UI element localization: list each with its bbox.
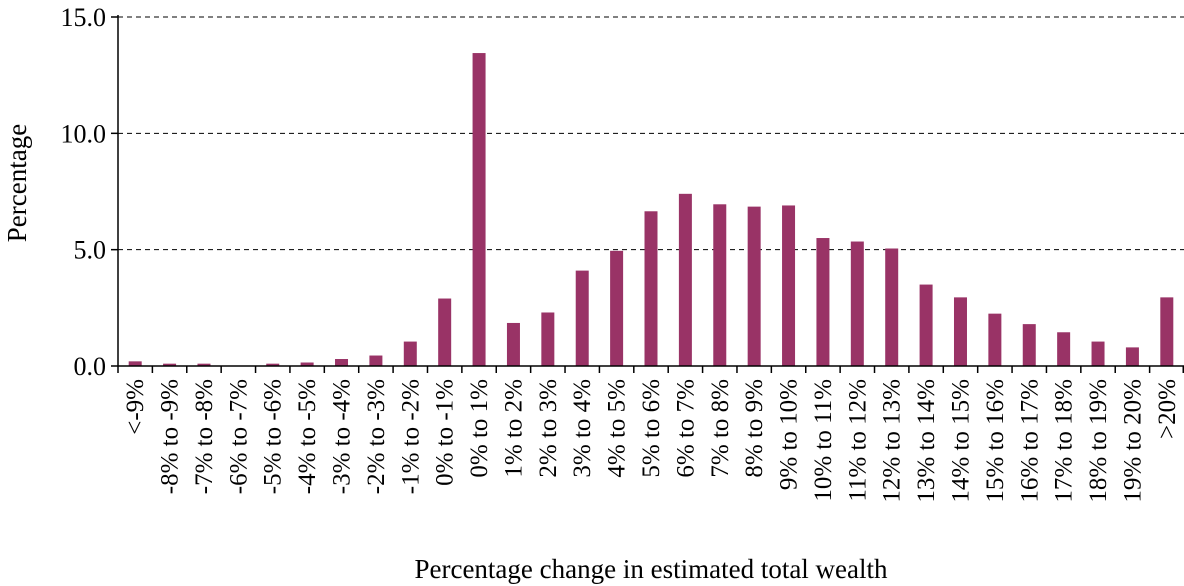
x-tick-label: <-9% [122,379,149,435]
x-tick-label: 2% to 3% [535,379,562,478]
bar [919,284,933,366]
bar [1091,341,1105,366]
x-tick-label: -4% to -5% [294,379,321,494]
x-axis-title: Percentage change in estimated total wea… [414,554,888,584]
x-tick-label: 17% to 18% [1051,379,1078,503]
bar [953,297,967,366]
bar [300,362,314,366]
x-tick-label: 14% to 15% [947,379,974,503]
x-tick-label: 7% to 8% [707,379,734,478]
bar [438,298,452,366]
x-tick-label: 15% to 16% [982,379,1009,503]
x-tick-label: 19% to 20% [1119,379,1146,503]
x-tick-label: 5% to 6% [638,379,665,478]
bar [403,341,417,366]
bar [472,53,486,367]
bar [850,241,864,366]
bar [541,312,555,366]
bar [988,313,1002,366]
bar [644,211,658,366]
bar [678,193,692,366]
bar [575,270,589,366]
x-tick-label: 11% to 12% [844,379,871,502]
x-tick-label: 3% to 4% [569,379,596,478]
x-tick-label: -6% to -7% [225,379,252,494]
y-tick-label: 5.0 [74,236,107,265]
x-tick-label: -7% to -8% [191,379,218,494]
y-axis-title: Percentage [2,124,32,242]
y-tick-label: 10.0 [61,119,107,148]
x-tick-label: 18% to 19% [1085,379,1112,503]
y-tick-labels: 0.0 5.0 10.0 15.0 [61,3,107,381]
bar [163,363,177,366]
x-tick-label: 6% to 7% [672,379,699,478]
bar [1057,332,1071,366]
bar [197,363,211,366]
bar [713,204,727,366]
bar [369,355,383,366]
x-tick-label: 12% to 13% [879,379,906,503]
x-tick-label: -2% to -3% [363,379,390,494]
bar [610,250,624,366]
bar [128,361,142,366]
x-tick-label: 13% to 14% [913,379,940,503]
bar [1160,297,1174,366]
bar [335,359,349,366]
bar [1022,324,1036,366]
x-tick-label: 10% to 11% [810,379,837,502]
x-tick-label: >20% [1154,379,1181,439]
bar [885,248,899,366]
bar [506,322,520,366]
bars [128,53,1174,367]
bar [782,205,796,366]
bar [1125,347,1139,366]
x-tick-label: 1% to 2% [500,379,527,478]
x-tick-label: 9% to 10% [776,379,803,490]
x-tick-label: -3% to -4% [329,379,356,494]
x-tick-label: 16% to 17% [1016,379,1043,503]
x-tick-label: -5% to -6% [260,379,287,494]
x-tick-label: -1% to -2% [397,379,424,494]
bar [816,238,830,366]
bar [266,363,280,366]
x-tick-label: 4% to 5% [604,379,631,478]
x-tick-label: 8% to 9% [741,379,768,478]
x-tick-label: 0% to 1% [466,379,493,478]
x-tick-labels: <-9% -8% to -9% -7% to -8% -6% to -7% -5% to… [122,379,1181,503]
bar [747,206,761,366]
axes [111,15,1184,373]
y-tick-label: 15.0 [61,3,107,32]
x-tick-label: 0% to -1% [432,379,459,486]
y-tick-label: 0.0 [74,352,107,381]
x-tick-label: -8% to -9% [157,379,184,494]
